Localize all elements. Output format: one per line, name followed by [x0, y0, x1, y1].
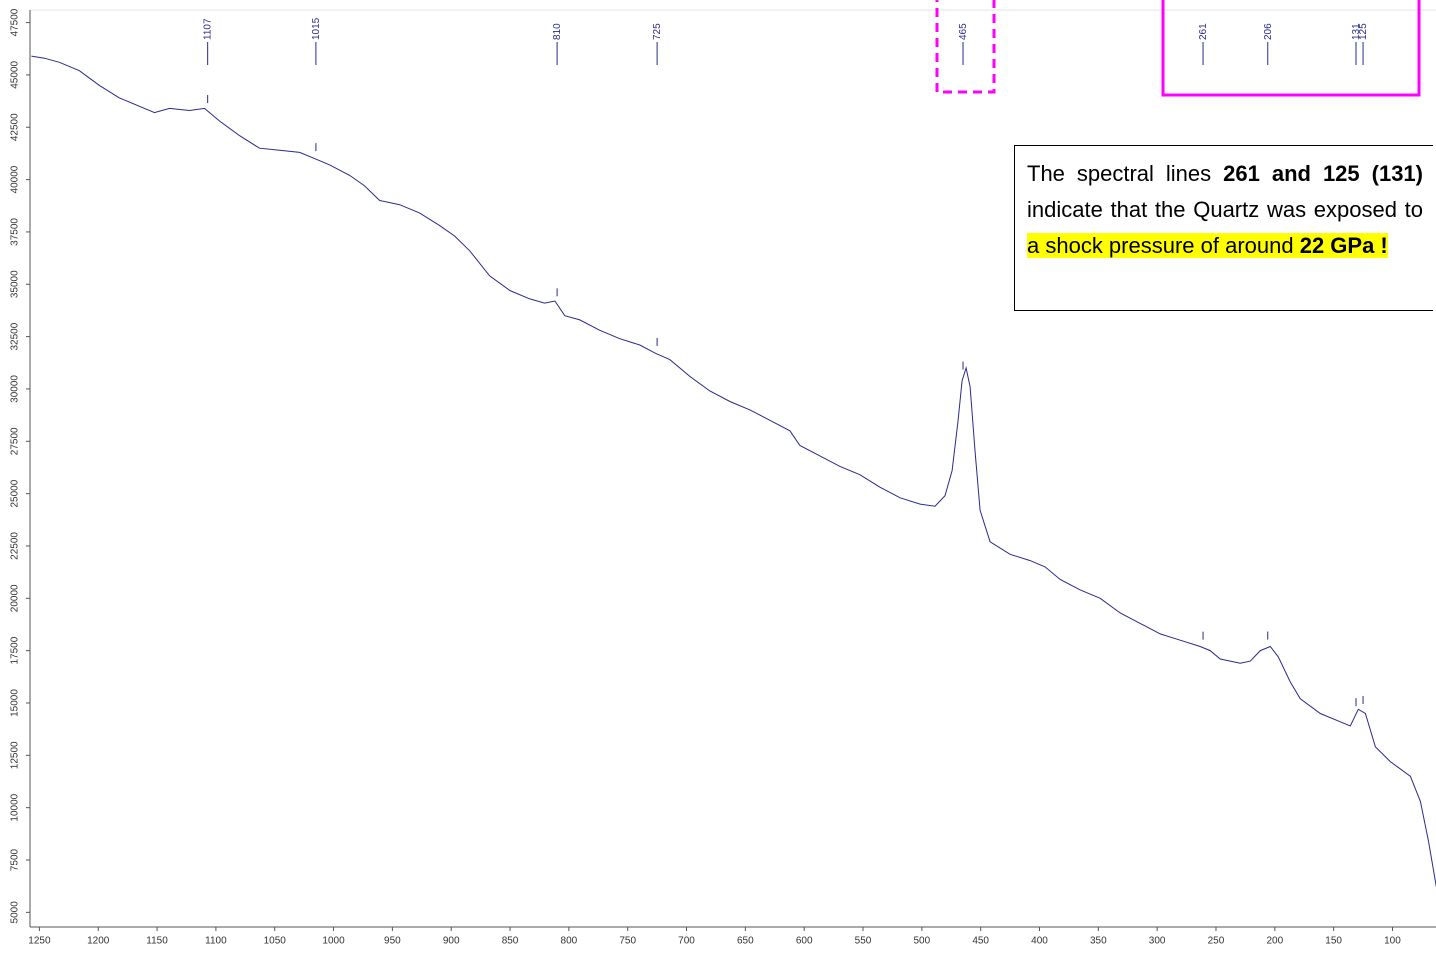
peak-label: 131	[1351, 23, 1362, 40]
x-tick-label: 750	[619, 936, 636, 947]
y-tick-label: 30000	[10, 375, 21, 403]
spectrum-line	[31, 55, 1436, 888]
annotation-bold: 261 and 125 (131)	[1223, 161, 1423, 186]
x-tick-label: 250	[1208, 936, 1225, 947]
peak-label: 1107	[203, 18, 214, 40]
x-tick-label: 200	[1266, 936, 1283, 947]
annotation-highlight: a shock pressure of around	[1027, 233, 1300, 258]
x-tick-label: 300	[1149, 936, 1166, 947]
y-tick-label: 45000	[10, 61, 21, 89]
x-tick-label: 400	[1031, 936, 1048, 947]
peak-label: 725	[652, 23, 663, 40]
annotation: The spectral lines 261 and 125 (131) ind…	[1014, 145, 1433, 311]
x-tick-label: 350	[1090, 936, 1107, 947]
annotation-text: The spectral lines	[1027, 161, 1224, 186]
y-tick-label: 22500	[10, 532, 21, 560]
y-tick-label: 15000	[10, 689, 21, 717]
x-tick-label: 550	[855, 936, 872, 947]
x-tick-label: 1100	[205, 936, 227, 947]
highlight-465	[935, 0, 996, 94]
x-tick-label: 700	[678, 936, 695, 947]
x-tick-label: 650	[737, 936, 754, 947]
x-tick-label: 850	[502, 936, 519, 947]
peak-label: 1015	[311, 17, 322, 40]
peak-label: 125	[1358, 23, 1369, 40]
annotation-text: indicate that the Quartz was exposed to	[1027, 197, 1423, 222]
y-tick-label: 20000	[10, 584, 21, 612]
peak-label: 810	[552, 23, 563, 40]
y-tick-label: 27500	[10, 427, 21, 455]
y-tick-label: 47500	[10, 8, 21, 36]
y-tick-label: 5000	[10, 901, 21, 924]
x-tick-label: 1000	[322, 936, 345, 947]
y-tick-label: 42500	[10, 113, 21, 141]
highlight-low-peaks	[1161, 0, 1421, 97]
peak-label: 206	[1263, 23, 1274, 40]
x-tick-label: 500	[913, 936, 930, 947]
x-tick-label: 100	[1384, 936, 1401, 947]
y-tick-label: 12500	[10, 741, 21, 769]
x-tick-label: 450	[972, 936, 989, 947]
x-tick-label: 950	[384, 936, 401, 947]
peak-label: 261	[1198, 23, 1209, 40]
y-tick-label: 7500	[10, 848, 21, 871]
y-tick-label: 35000	[10, 270, 21, 298]
y-tick-label: 25000	[10, 479, 21, 507]
x-tick-label: 1200	[87, 936, 110, 947]
y-tick-label: 40000	[10, 165, 21, 193]
x-tick-label: 900	[443, 936, 460, 947]
y-tick-label: 32500	[10, 322, 21, 350]
y-tick-label: 10000	[10, 793, 21, 821]
y-tick-label: 37500	[10, 218, 21, 246]
annotation-highlight-bold: 22 GPa !	[1299, 233, 1388, 258]
x-tick-label: 1250	[28, 936, 51, 947]
x-tick-label: 800	[561, 936, 578, 947]
x-tick-label: 1050	[264, 936, 287, 947]
x-tick-label: 600	[796, 936, 813, 947]
x-tick-label: 150	[1325, 936, 1342, 947]
y-tick-label: 17500	[10, 636, 21, 664]
peak-label: 465	[958, 23, 969, 40]
x-tick-label: 1150	[146, 936, 168, 947]
